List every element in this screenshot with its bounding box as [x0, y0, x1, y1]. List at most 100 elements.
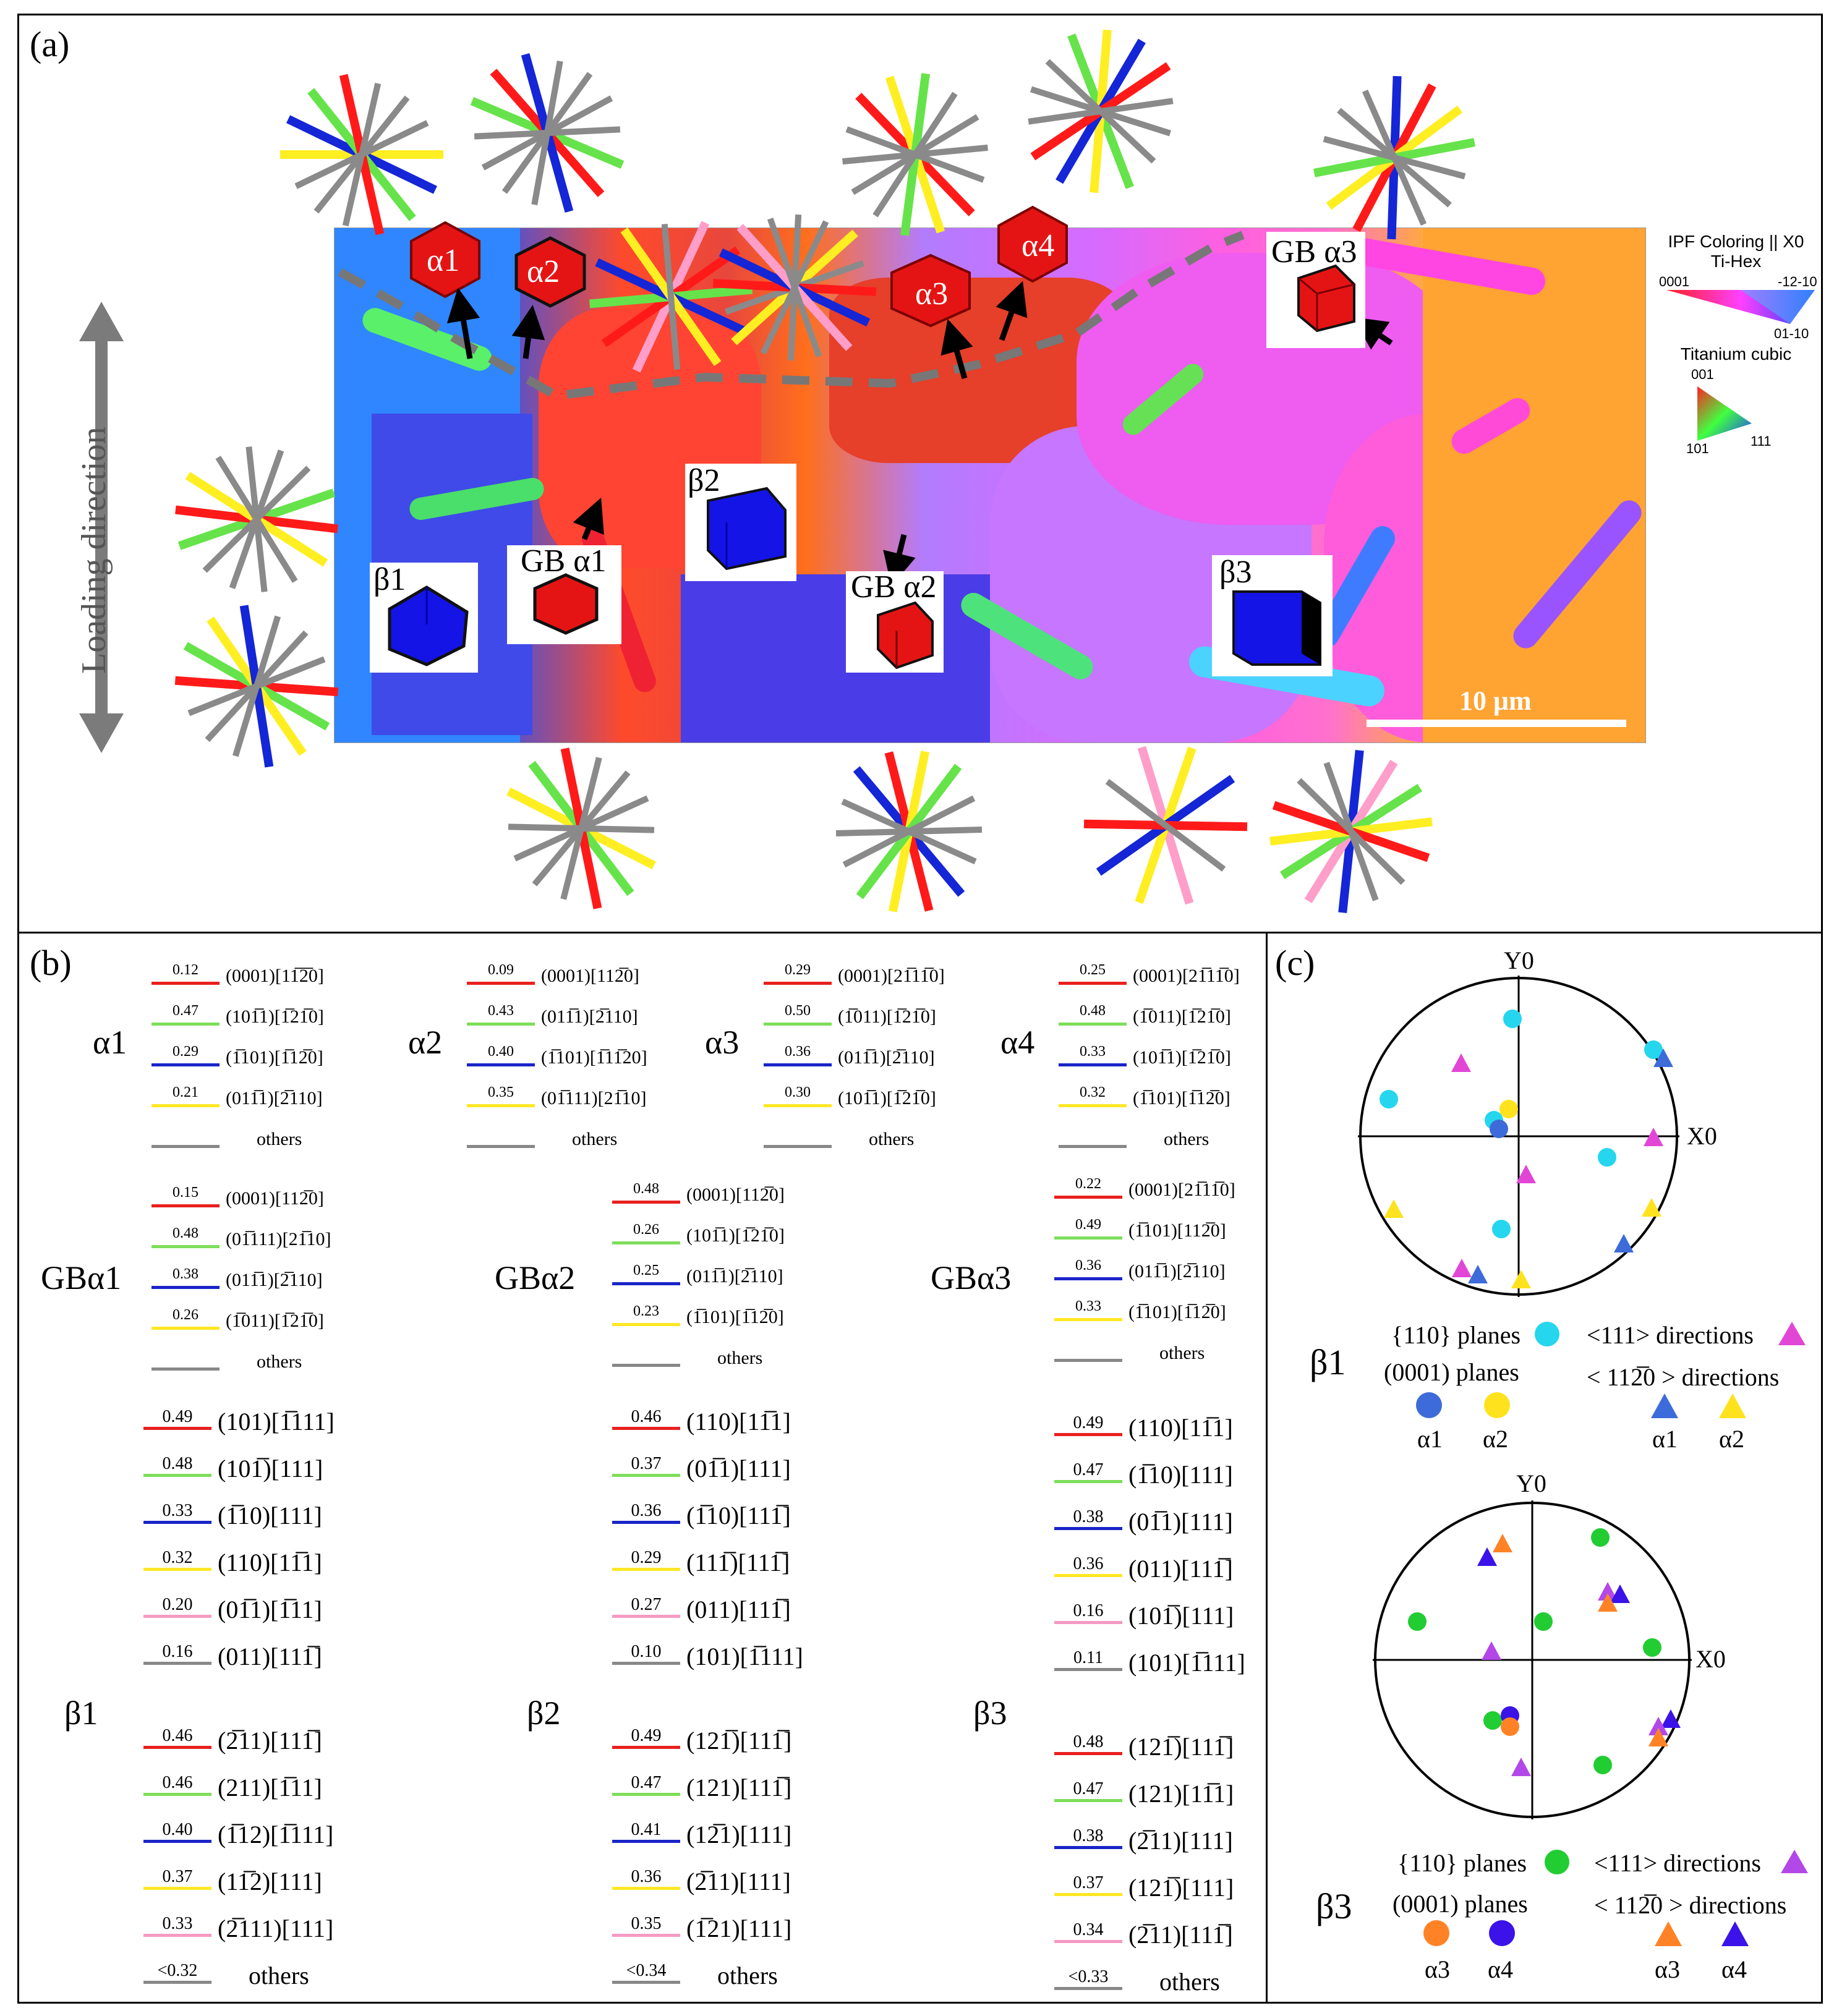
legend-value: 0.48 [1073, 1732, 1104, 1751]
slip-trace-line [1362, 89, 1427, 226]
beta2-cube-icon [707, 487, 787, 571]
legend-value: 0.36 [1075, 1257, 1101, 1274]
legend-slip-system: (121̅)[111] [1128, 1874, 1234, 1902]
beta3-alpha3-dir-label: α3 [1655, 1955, 1680, 1983]
legend-slip-system: (101̅1)[1̅21̅0] [686, 1225, 785, 1246]
beta1-planes-0001-label: (0001) planes [1384, 1358, 1519, 1386]
legend-slip-system: (121̅)[111̅] [1128, 1733, 1234, 1761]
legend-line [143, 1521, 211, 1524]
legend-value: 0.36 [785, 1044, 811, 1060]
slip-trace-line [845, 126, 985, 183]
legend-value: <0.33 [1068, 1967, 1109, 1986]
legend-slip-system: (0001)[21̅11̅0] [838, 966, 945, 986]
legend-line [143, 1474, 211, 1477]
pole-direction-marker [1451, 1053, 1471, 1072]
legend-slip-system: (2̅111)[111] [218, 1915, 334, 1942]
group-name: β3 [973, 1695, 1007, 1732]
legend-value: 0.15 [173, 1185, 198, 1201]
legend-line [1054, 1752, 1122, 1755]
slip-trace-line [508, 823, 655, 833]
beta1-alpha1-dir-label: α1 [1652, 1425, 1678, 1453]
legend-line [1054, 1846, 1122, 1849]
legend-slip-system: (2̅11)[111̅] [1128, 1921, 1233, 1949]
legend-slip-system: (011̅1)[2̅110] [226, 1088, 323, 1108]
legend-line [1054, 1574, 1122, 1577]
legend-slip-system: (111̅)[111̅] [686, 1549, 790, 1576]
pole-direction-marker [1644, 1128, 1663, 1146]
beta1-axis-y: Y0 [1504, 946, 1534, 974]
pole-direction-marker [1482, 1641, 1501, 1660]
legend-slip-system: (1̅101)[1̅11̅20] [541, 1047, 647, 1068]
legend-line [1054, 1236, 1122, 1240]
pole-direction-marker [1516, 1165, 1536, 1183]
legend-slip-system: (1̅10)[111] [1128, 1461, 1233, 1489]
legend-slip-system: (11̅2)[111] [218, 1868, 322, 1895]
legend-value: 0.21 [173, 1084, 198, 1100]
beta3-name: β3 [1316, 1886, 1352, 1926]
legend-line [143, 1840, 211, 1843]
legend-value: 0.49 [1073, 1413, 1104, 1432]
alpha2-hexagon-icon [514, 236, 586, 308]
legend-line [1054, 1277, 1122, 1280]
legend-slip-system: (1̅011)[1̅21̅0] [1133, 1006, 1231, 1027]
beta1-alpha2-plane-symbol [1484, 1392, 1510, 1418]
legend-slip-system: (0001)[21̅11̅0] [1128, 1180, 1235, 1200]
beta3-planes-0001-label: (0001) planes [1393, 1890, 1528, 1918]
legend-slip-system: (011̅1)[2̅110] [686, 1266, 783, 1287]
group-name: GBα2 [495, 1259, 576, 1296]
legend-slip-system: (1̅011)[1̅21̅0] [838, 1006, 936, 1027]
legend-slip-system: others [717, 1962, 778, 1989]
gb-alpha1-label: GB α1 [521, 543, 607, 579]
pole-direction-marker [1648, 1728, 1668, 1746]
beta3-alpha4-dir-symbol [1721, 1921, 1749, 1946]
legend-slip-system: others [257, 1129, 302, 1149]
legend-line [1059, 1104, 1127, 1107]
legend-value: 0.10 [631, 1642, 662, 1661]
legend-slip-system: (121̅)[111̅] [686, 1727, 792, 1754]
legend-line [151, 1327, 220, 1330]
legend-slip-system: (1̅10)[111̅] [686, 1502, 791, 1529]
legend-line [612, 1887, 680, 1890]
pole-direction-marker [1642, 1198, 1661, 1217]
beta3-alpha4-plane-label: α4 [1488, 1955, 1513, 1983]
legend-slip-system: (101)[1̅111] [218, 1408, 335, 1435]
legend-line [612, 1241, 680, 1244]
legend-value: 0.49 [631, 1726, 662, 1745]
legend-slip-system: (110)[11̅1] [686, 1408, 791, 1435]
legend-line [151, 1023, 220, 1026]
legend-value: 0.33 [162, 1914, 193, 1933]
legend-line [612, 1615, 680, 1618]
legend-line [151, 1204, 220, 1207]
scale-bar-label: 10 μm [1459, 686, 1532, 716]
legend-value: 0.26 [633, 1222, 659, 1238]
legend-line [1059, 1063, 1127, 1066]
legend-value: 0.46 [631, 1407, 662, 1426]
ipf-hex-title: Ti-Hex [1710, 252, 1762, 271]
legend-value: 0.35 [488, 1084, 514, 1100]
pointer-arrows [446, 281, 1393, 587]
legend-value: 0.46 [162, 1726, 193, 1745]
legend-slip-system: others [257, 1351, 302, 1372]
legend-value: 0.20 [162, 1595, 193, 1614]
legend-line [467, 1023, 535, 1026]
legend-slip-system: (1̅101)[112̅0] [1128, 1220, 1226, 1241]
slip-trace-line [661, 224, 681, 370]
ipf-title: IPF Coloring || X0 [1668, 232, 1804, 251]
legend-line [764, 1104, 832, 1107]
legend-line [1054, 1359, 1122, 1362]
slip-trace-line [474, 126, 621, 140]
slip-trace-line [1045, 59, 1156, 164]
legend-value: 0.47 [1073, 1460, 1104, 1479]
legend-slip-system: (01̅1)[1̅11] [218, 1596, 322, 1623]
alpha1-hexagon-icon [410, 221, 480, 299]
legend-line [612, 1981, 680, 1984]
legend-line [1054, 1433, 1122, 1436]
legend-slip-system: (101̅)[111] [1128, 1602, 1234, 1630]
group-name: β1 [64, 1695, 98, 1732]
legend-value: 0.37 [1073, 1873, 1104, 1892]
legend-slip-system: others [717, 1348, 763, 1368]
legend-line [612, 1474, 680, 1477]
legend-value: 0.23 [633, 1303, 659, 1319]
legend-value: 0.49 [1075, 1217, 1101, 1233]
legend-value: 0.32 [162, 1548, 193, 1567]
